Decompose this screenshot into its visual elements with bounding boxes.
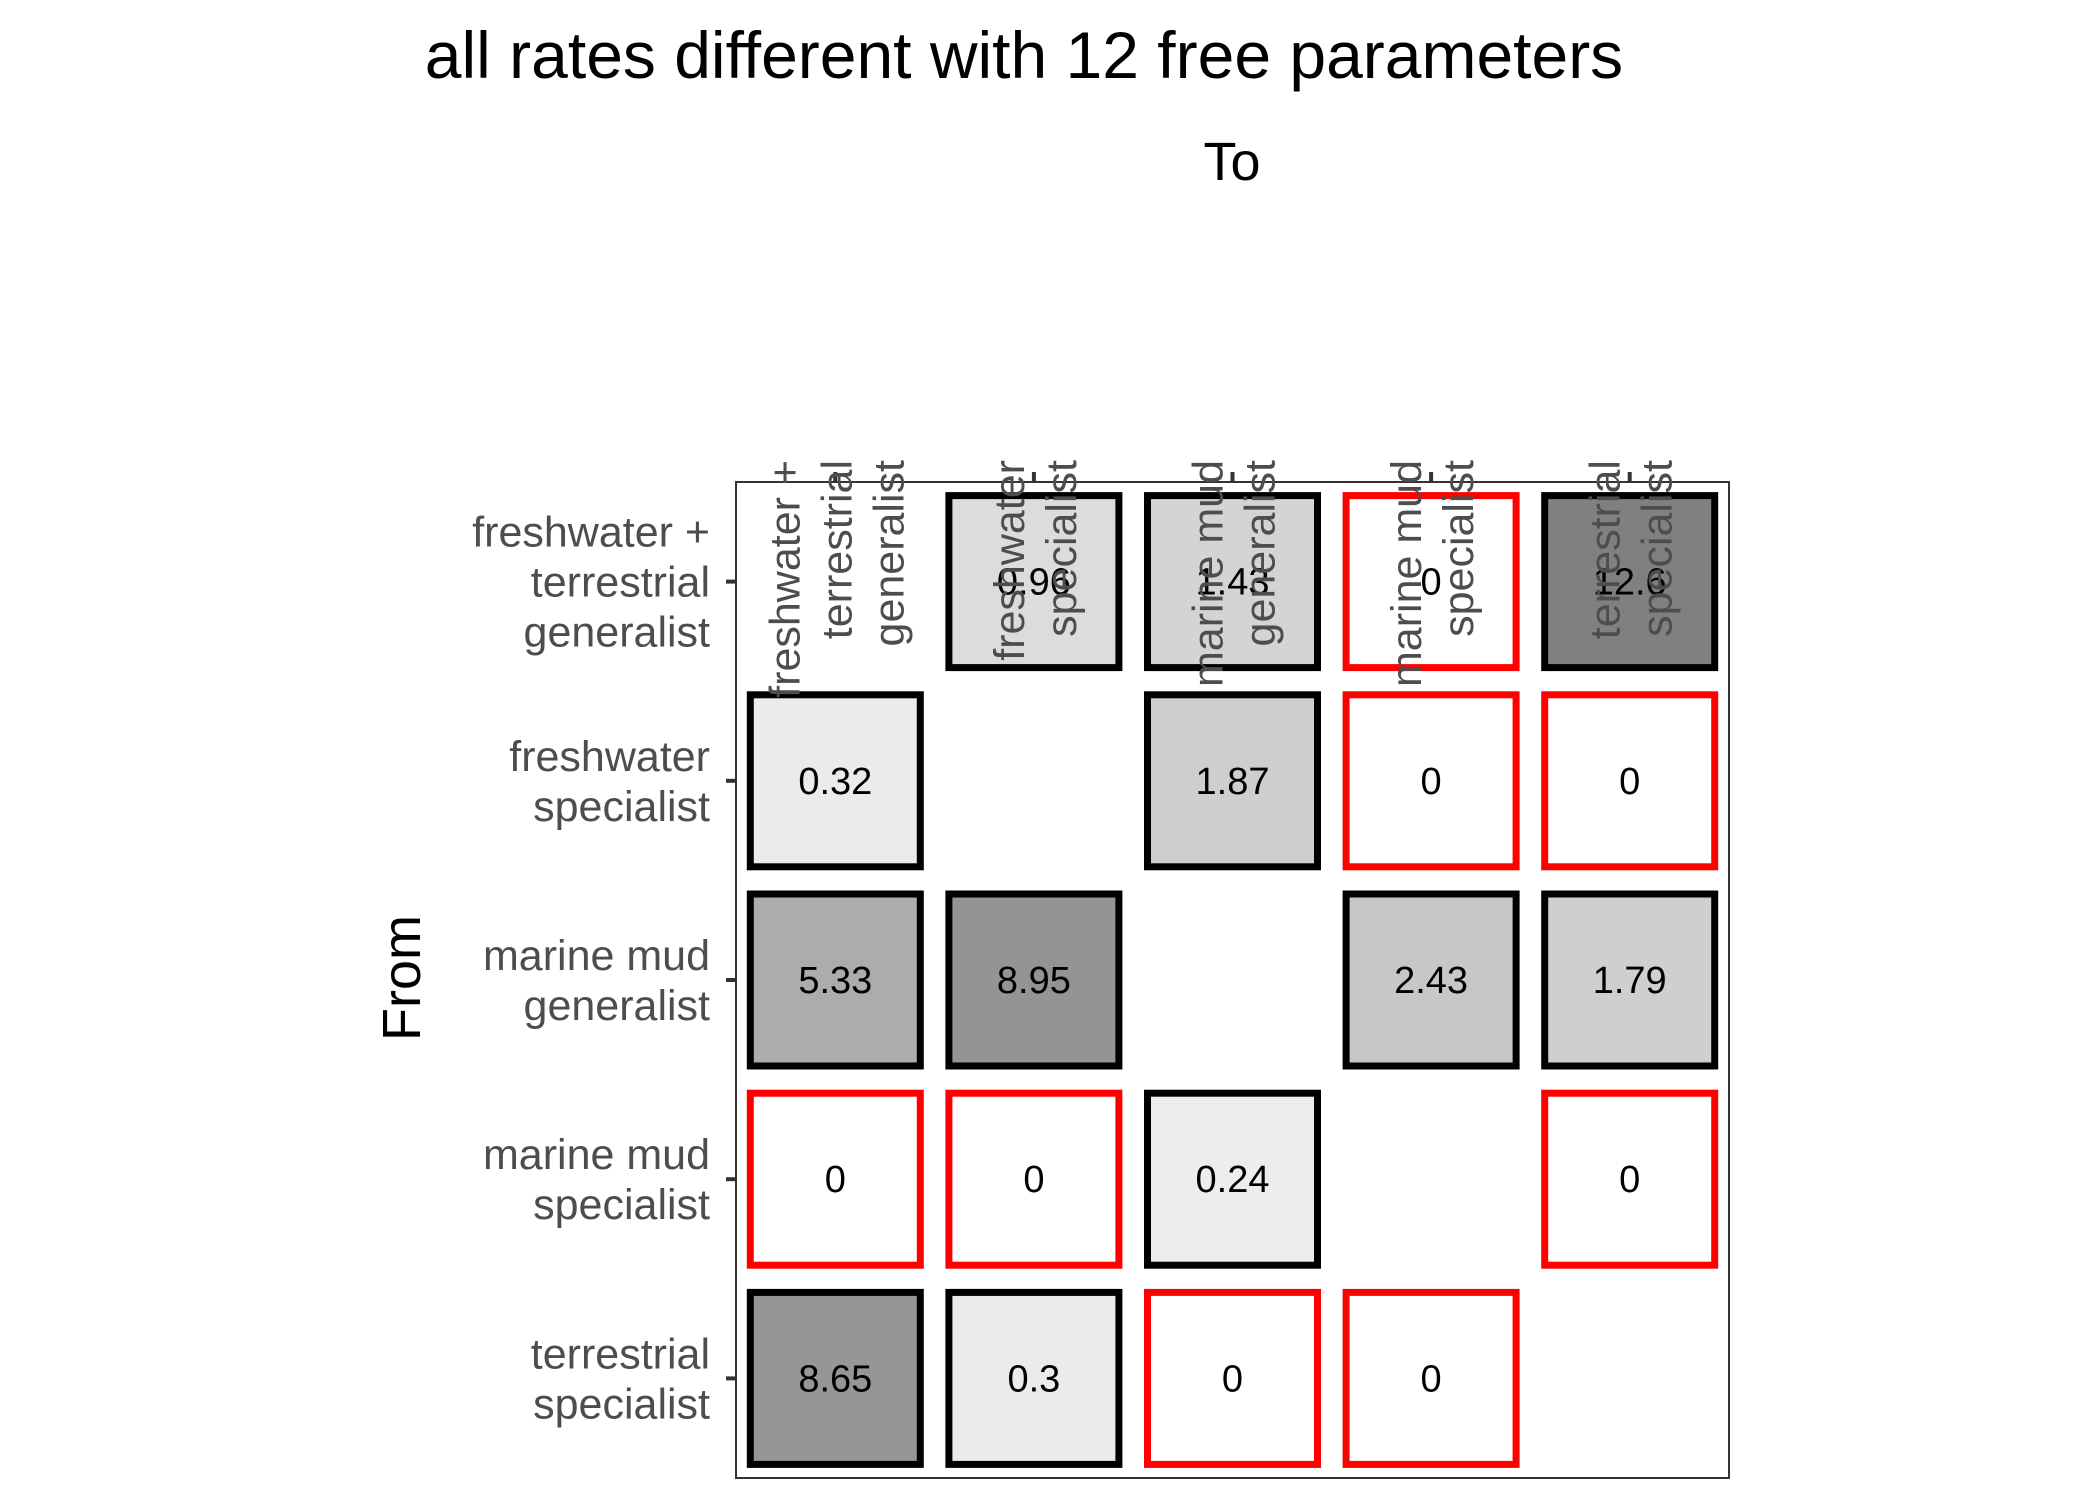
y-tick-label: specialist (533, 783, 710, 831)
cell-value-label: 0.3 (1007, 1358, 1060, 1400)
heatmap-cell-freshwater-terrestrial-generalist-to-marine-mud-generalist (1144, 492, 1321, 672)
y-tick-label: terrestrial (531, 559, 710, 607)
cell-value-label: 0 (825, 1159, 846, 1201)
x-axis: freshwater + terrestrial generalist freshwa… (761, 460, 1681, 698)
plot-area: 0.96 1.43 0 12.6 0.32 1.87 0 0 5.33 8.95 2.43 1.79 0… (735, 481, 1730, 1479)
cell-value-label: 5.33 (798, 960, 872, 1002)
y-tick-label: marine mud (483, 932, 710, 980)
cell-value-label: 8.95 (997, 960, 1071, 1002)
x-tick-label: marine mud (1185, 460, 1233, 687)
x-tick-label: generalist (865, 460, 913, 646)
cell-value-label: 0 (1421, 562, 1442, 604)
x-tick-label: marine mud (1383, 460, 1431, 687)
cell-value-label: 0.24 (1196, 1159, 1270, 1201)
cell-value-label: 0 (1421, 761, 1442, 803)
heatmap-cell-terrestrial-specialist-to-freshwater-terrestrial-generalist (746, 1288, 924, 1468)
y-tick-label: freshwater (509, 733, 710, 781)
heatmap-cell-freshwater-specialist-to-terrestrial-specialist (1541, 691, 1719, 871)
x-tick-label: generalist (1237, 460, 1285, 646)
cell-value-label: 0 (1619, 761, 1640, 803)
heatmap-cell-marine-mud-generalist-to-marine-mud-specialist (1342, 890, 1520, 1070)
heatmap-cell-marine-mud-specialist-to-marine-mud-generalist (1144, 1089, 1321, 1269)
y-tick-label: terrestrial (531, 1330, 710, 1378)
heatmap-cell-terrestrial-specialist-to-marine-mud-generalist (1144, 1288, 1321, 1468)
heatmap-cell-marine-mud-generalist-to-terrestrial-specialist (1541, 890, 1719, 1070)
cell-value-label: 1.87 (1196, 761, 1270, 803)
cell-value-label: 1.79 (1593, 960, 1667, 1002)
x-tick-label: terrestrial (1582, 460, 1630, 639)
heatmap-cell-freshwater-terrestrial-generalist-to-marine-mud-specialist (1342, 492, 1520, 672)
y-tick-label: specialist (533, 1380, 710, 1428)
heatmap-cell-freshwater-terrestrial-generalist-to-freshwater-specialist (945, 492, 1123, 672)
y-tick-label: freshwater + (472, 509, 710, 557)
heatmap-cell-marine-mud-specialist-to-terrestrial-specialist (1541, 1089, 1719, 1269)
cell-value-label: 12.6 (1593, 562, 1667, 604)
heatmap-cell-freshwater-specialist-to-marine-mud-generalist (1144, 691, 1321, 871)
heatmap-cell-marine-mud-generalist-to-freshwater-terrestrial-generalist (746, 890, 924, 1070)
heatmap-cell-freshwater-terrestrial-generalist-to-terrestrial-specialist (1541, 492, 1719, 672)
cell-value-label: 1.43 (1196, 562, 1270, 604)
x-tick-label: specialist (1038, 460, 1086, 637)
heatmap-cell-freshwater-specialist-to-freshwater-terrestrial-generalist (746, 691, 924, 871)
x-tick-label: freshwater (986, 460, 1034, 661)
cell-value-label: 0 (1619, 1159, 1640, 1201)
x-tick-label: specialist (1634, 460, 1682, 637)
cell-value-label: 0 (1023, 1159, 1044, 1201)
y-tick-label: generalist (524, 982, 710, 1030)
heatmap-cell-marine-mud-generalist-to-freshwater-specialist (945, 890, 1123, 1070)
chart-title: all rates different with 12 free paramet… (425, 18, 1623, 92)
cell-value-label: 0.96 (997, 562, 1071, 604)
y-axis-title: From (372, 915, 432, 1041)
y-axis: freshwater +terrestrialgeneralistfreshwa… (472, 509, 736, 1428)
y-tick-label: marine mud (483, 1131, 710, 1179)
x-tick-label: terrestrial (813, 460, 861, 639)
cell-value-label: 0.32 (798, 761, 872, 803)
y-tick-label: generalist (524, 609, 710, 657)
heatmap-cell-marine-mud-specialist-to-freshwater-specialist (945, 1089, 1123, 1269)
heatmap-cell-terrestrial-specialist-to-freshwater-specialist (945, 1288, 1123, 1468)
cell-value-label: 0 (1421, 1358, 1442, 1400)
heatmap-cell-terrestrial-specialist-to-marine-mud-specialist (1342, 1288, 1520, 1468)
x-tick-label: specialist (1435, 460, 1483, 637)
cell-value-label: 0 (1222, 1358, 1243, 1400)
cell-value-label: 2.43 (1394, 960, 1468, 1002)
x-tick-label: freshwater + (761, 460, 809, 698)
y-tick-label: specialist (533, 1181, 710, 1229)
cell-value-label: 8.65 (798, 1358, 872, 1400)
x-axis-title: To (1203, 132, 1260, 192)
heatmap-cell-freshwater-specialist-to-marine-mud-specialist (1342, 691, 1520, 871)
heatmap-cell-marine-mud-specialist-to-freshwater-terrestrial-generalist (746, 1089, 924, 1269)
